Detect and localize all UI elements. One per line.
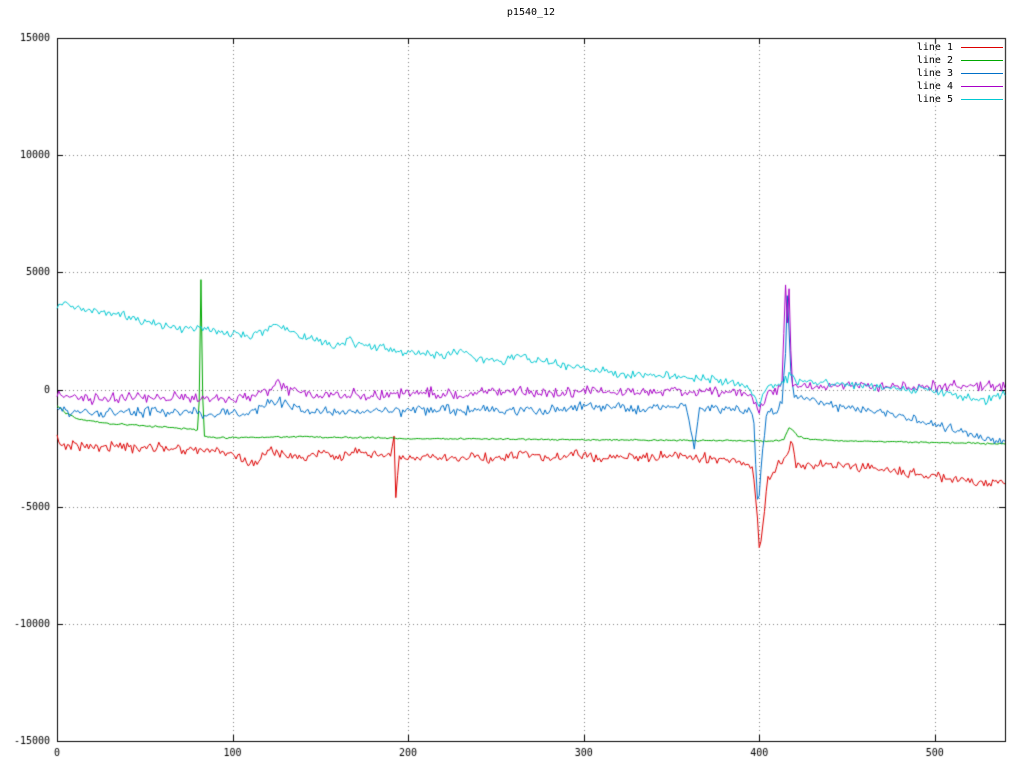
legend-item-line-5: line 5 <box>917 93 1003 106</box>
legend-line-sample <box>961 86 1003 87</box>
legend: line 1 line 2 line 3 line 4 line 5 <box>917 41 1003 106</box>
legend-label: line 4 <box>916 81 953 92</box>
legend-line-sample <box>961 73 1003 74</box>
legend-item-line-1: line 1 <box>917 41 1003 54</box>
legend-item-line-3: line 3 <box>917 67 1003 80</box>
legend-line-sample <box>961 60 1003 61</box>
legend-item-line-2: line 2 <box>917 54 1003 67</box>
legend-label: line 5 <box>916 94 953 105</box>
legend-label: line 1 <box>916 42 953 53</box>
legend-line-sample <box>961 99 1003 100</box>
legend-label: line 2 <box>916 55 953 66</box>
legend-item-line-4: line 4 <box>917 80 1003 93</box>
legend-label: line 3 <box>916 68 953 79</box>
chart-title: p1540_12 <box>506 7 556 18</box>
legend-line-sample <box>961 47 1003 48</box>
